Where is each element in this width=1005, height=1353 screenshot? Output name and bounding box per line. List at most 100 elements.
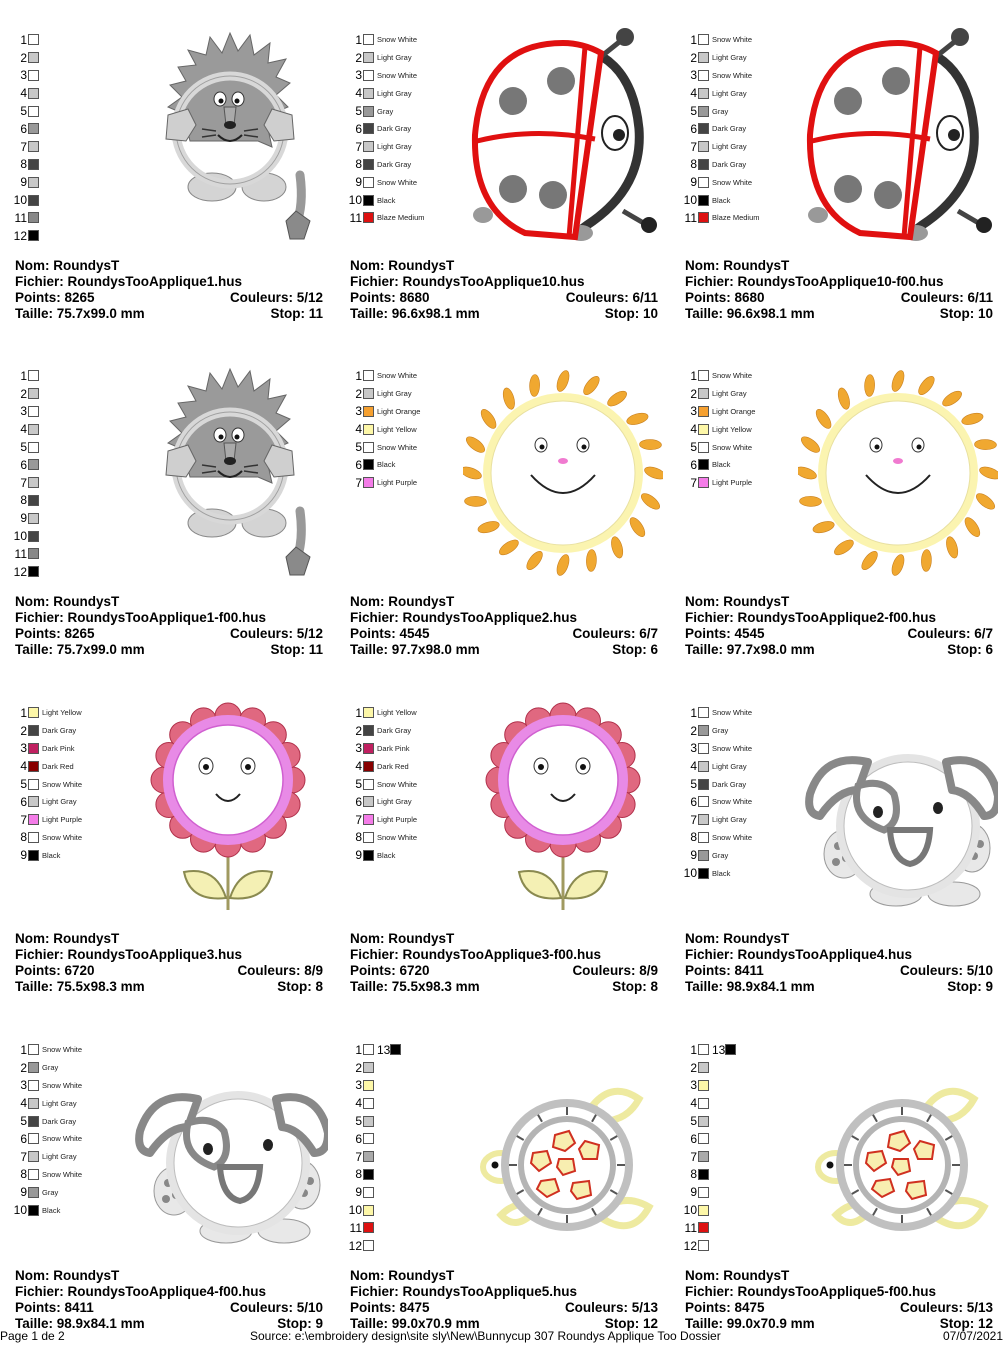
color-name: Snow White bbox=[377, 371, 418, 381]
design-info: Nom: RoundysT Fichier: RoundysTooApplique… bbox=[685, 931, 993, 995]
color-swatch bbox=[698, 141, 709, 153]
stop-count: Stop: 9 bbox=[277, 1316, 323, 1332]
color-row: 3 bbox=[683, 1077, 803, 1095]
color-swatch bbox=[363, 849, 374, 861]
design-info: Nom: RoundysT Fichier: RoundysTooApplique… bbox=[350, 594, 658, 658]
color-row: 5 Dark Gray bbox=[13, 1112, 133, 1130]
field-label: Nom: bbox=[685, 1268, 720, 1283]
color-row: 2 bbox=[13, 49, 133, 67]
color-number: 2 bbox=[690, 50, 697, 65]
color-name: Light Gray bbox=[712, 53, 747, 63]
color-row: 4 Light Gray bbox=[683, 757, 803, 775]
color-name: Snow White bbox=[42, 1045, 83, 1055]
color-row: 6 Black bbox=[348, 456, 468, 474]
color-number: 5 bbox=[690, 440, 697, 455]
design-preview bbox=[463, 25, 663, 247]
color-number: 10 bbox=[348, 1203, 362, 1218]
field-value: RoundysTooApplique3.hus bbox=[67, 947, 243, 962]
color-row: 1 Snow White bbox=[13, 1041, 133, 1059]
color-row: 8 bbox=[348, 1166, 468, 1184]
design-card: 1 Snow White 2 Light Gray 3 Snow White 4 Light … bbox=[683, 25, 1001, 343]
field-label: Fichier: bbox=[685, 274, 734, 289]
color-row: 6 Dark Gray bbox=[348, 120, 468, 138]
color-number: 8 bbox=[20, 1167, 27, 1182]
color-count: Couleurs: 5/13 bbox=[565, 1300, 658, 1316]
color-row: 10 Black bbox=[13, 1201, 133, 1219]
color-swatch bbox=[28, 1168, 39, 1180]
field-value: RoundysT bbox=[388, 931, 455, 946]
color-swatch bbox=[28, 212, 39, 224]
design-info: Nom: RoundysT Fichier: RoundysTooApplique… bbox=[350, 258, 658, 322]
color-swatch bbox=[28, 1133, 39, 1145]
color-swatch bbox=[28, 849, 39, 861]
color-number: 3 bbox=[20, 741, 27, 756]
field-value: 6/11 bbox=[967, 290, 993, 305]
color-legend: 1 Snow White 2 Light Gray 3 Snow White 4 Light … bbox=[683, 31, 803, 227]
info-row: Taille: 99.0x70.9 mm Stop: 12 bbox=[350, 1316, 658, 1332]
color-swatch bbox=[698, 814, 709, 826]
color-name: Gray bbox=[712, 106, 729, 116]
ladybug-embroidery-image bbox=[806, 28, 992, 241]
field-value: 8475 bbox=[399, 1300, 430, 1315]
color-row: 10 bbox=[348, 1201, 468, 1219]
color-swatch bbox=[698, 477, 709, 489]
design-card: 1 13 2 3 4 5 6 7 8 9 10 11 12 Nom: RoundysT Fichier: … bbox=[348, 1035, 666, 1353]
field-label: Taille: bbox=[685, 642, 724, 657]
color-name: Light Gray bbox=[377, 88, 412, 98]
color-number: 10 bbox=[683, 866, 697, 881]
field-value: RoundysT bbox=[53, 258, 120, 273]
color-swatch bbox=[363, 1079, 374, 1091]
color-swatch bbox=[28, 176, 39, 188]
color-row: 9 Black bbox=[13, 846, 133, 864]
color-swatch bbox=[363, 141, 374, 153]
color-row: 7 bbox=[13, 138, 133, 156]
sun-embroidery-image bbox=[795, 370, 1001, 576]
color-row: 8 bbox=[683, 1166, 803, 1184]
color-number: 5 bbox=[355, 440, 362, 455]
color-number: 1 bbox=[20, 32, 27, 47]
design-card: 1 Snow White 2 Gray 3 Snow White 4 Light Gray 5 D… bbox=[13, 1035, 332, 1353]
color-swatch bbox=[363, 370, 374, 382]
color-number: 7 bbox=[355, 475, 362, 490]
color-name: Light Gray bbox=[712, 88, 747, 98]
color-swatch bbox=[698, 831, 709, 843]
color-row: 12 bbox=[348, 1237, 468, 1255]
color-swatch bbox=[28, 87, 39, 99]
color-row: 6 Snow White bbox=[13, 1130, 133, 1148]
color-row: 7 Light Gray bbox=[683, 138, 803, 156]
color-number: 7 bbox=[690, 139, 697, 154]
color-number: 4 bbox=[355, 759, 362, 774]
field-label: Taille: bbox=[15, 979, 54, 994]
color-number: 3 bbox=[20, 404, 27, 419]
stitch-count: Points: 4545 bbox=[685, 626, 765, 642]
field-label: Couleurs: bbox=[565, 290, 629, 305]
design-info: Nom: RoundysT Fichier: RoundysTooApplique… bbox=[685, 258, 993, 322]
color-number: 13 bbox=[377, 1042, 391, 1057]
color-swatch bbox=[698, 370, 709, 382]
color-row: 5 Gray bbox=[683, 102, 803, 120]
field-label: Nom: bbox=[15, 931, 50, 946]
color-row: 5 bbox=[683, 1112, 803, 1130]
color-swatch bbox=[363, 158, 374, 170]
field-value: 6/7 bbox=[639, 626, 658, 641]
color-count: Couleurs: 5/12 bbox=[230, 290, 323, 306]
design-name: Nom: RoundysT bbox=[685, 1268, 993, 1284]
info-row: Taille: 75.7x99.0 mm Stop: 11 bbox=[15, 306, 323, 322]
field-value: 97.7x98.0 mm bbox=[391, 642, 480, 657]
color-name: Snow White bbox=[712, 371, 753, 381]
design-name: Nom: RoundysT bbox=[685, 258, 993, 274]
field-value: RoundysT bbox=[388, 1268, 455, 1283]
color-legend: 1 Light Yellow 2 Dark Gray 3 Dark Pink 4 Dark R… bbox=[348, 704, 468, 864]
field-label: Stop: bbox=[270, 306, 305, 321]
color-row: 3 Light Orange bbox=[348, 403, 468, 421]
color-number: 3 bbox=[690, 404, 697, 419]
field-label: Fichier: bbox=[350, 1284, 399, 1299]
color-number: 9 bbox=[20, 1185, 27, 1200]
color-number: 5 bbox=[20, 440, 27, 455]
stop-count: Stop: 6 bbox=[947, 642, 993, 658]
field-value: 96.6x98.1 mm bbox=[391, 306, 480, 321]
color-row: 7 Light Gray bbox=[683, 811, 803, 829]
color-row: 4 bbox=[13, 84, 133, 102]
color-number: 4 bbox=[355, 86, 362, 101]
stitch-count: Points: 6720 bbox=[350, 963, 430, 979]
